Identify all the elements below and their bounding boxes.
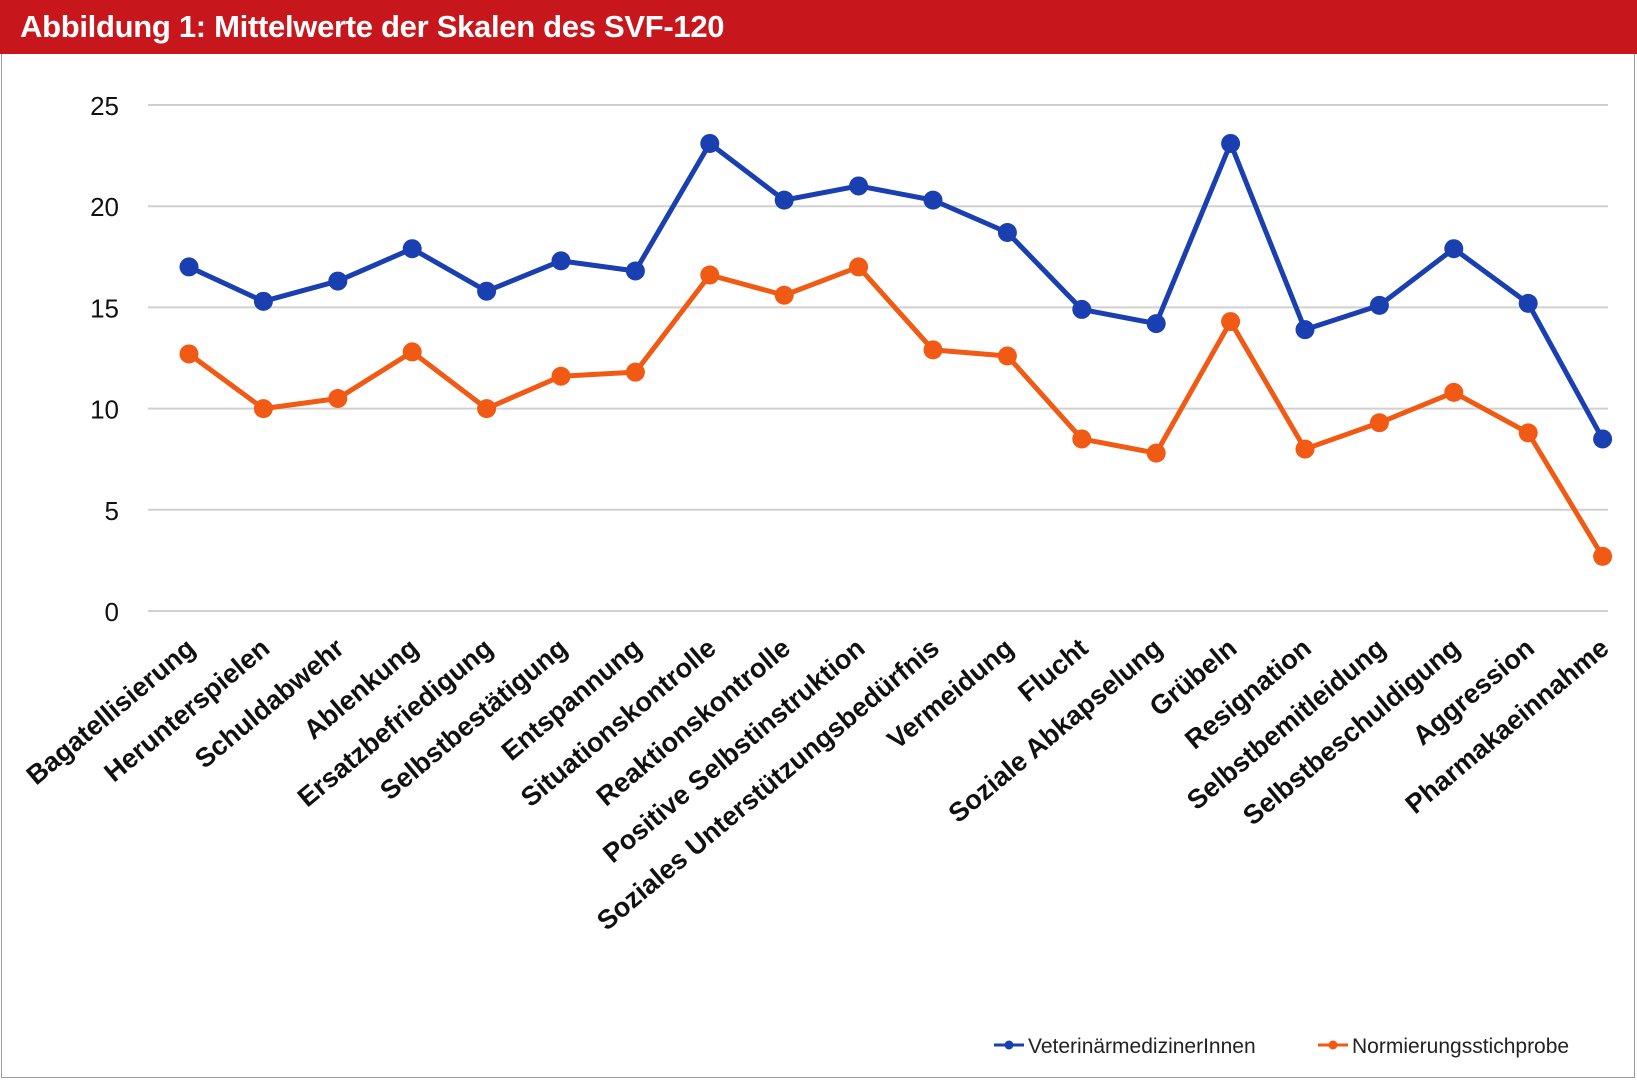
data-point bbox=[1072, 299, 1092, 319]
data-point bbox=[1369, 413, 1389, 433]
data-point bbox=[1295, 320, 1315, 340]
data-point bbox=[1369, 295, 1389, 315]
data-point bbox=[625, 261, 645, 281]
data-point bbox=[1221, 312, 1241, 332]
data-point bbox=[1593, 429, 1613, 449]
data-point bbox=[849, 176, 869, 196]
data-point bbox=[179, 257, 199, 277]
data-point bbox=[700, 133, 720, 153]
y-tick-label: 5 bbox=[105, 496, 119, 526]
y-tick-label: 25 bbox=[90, 91, 119, 121]
data-point bbox=[774, 285, 794, 305]
data-point bbox=[1518, 293, 1538, 313]
data-point bbox=[997, 346, 1017, 366]
data-point bbox=[1444, 382, 1464, 402]
data-point bbox=[997, 223, 1017, 243]
data-point bbox=[1593, 546, 1613, 566]
data-point bbox=[328, 271, 348, 291]
title-bar: Abbildung 1: Mittelwerte der Skalen des … bbox=[0, 0, 1637, 54]
series-lines bbox=[186, 140, 1606, 559]
data-point bbox=[774, 190, 794, 210]
y-tick-label: 20 bbox=[90, 192, 119, 222]
series-line-2 bbox=[186, 264, 1606, 559]
data-point bbox=[477, 399, 497, 419]
gridlines bbox=[148, 104, 1608, 612]
legend-label: VeterinärmedizinerInnen bbox=[1028, 1035, 1256, 1058]
chart-title: Abbildung 1: Mittelwerte der Skalen des … bbox=[20, 9, 725, 44]
data-point bbox=[328, 388, 348, 408]
data-point bbox=[1444, 239, 1464, 259]
data-point bbox=[402, 342, 422, 362]
legend-label: Normierungsstichprobe bbox=[1352, 1035, 1569, 1058]
series-line-1 bbox=[186, 140, 1606, 442]
legend-swatch-marker bbox=[1328, 1040, 1338, 1050]
y-axis-ticks: 0 5 10 15 20 25 bbox=[90, 91, 119, 627]
data-point bbox=[1146, 443, 1166, 463]
y-tick-label: 15 bbox=[90, 293, 119, 323]
data-point bbox=[253, 399, 273, 419]
data-point bbox=[1221, 133, 1241, 153]
data-point bbox=[402, 239, 422, 259]
legend-swatch-marker bbox=[1004, 1040, 1014, 1050]
data-point bbox=[1295, 439, 1315, 459]
y-tick-label: 0 bbox=[105, 597, 119, 627]
data-point bbox=[1518, 423, 1538, 443]
data-point bbox=[477, 281, 497, 301]
data-point bbox=[551, 251, 571, 271]
legend: VeterinärmedizinerInnen Normierungsstichp… bbox=[994, 1035, 1569, 1058]
data-point bbox=[923, 190, 943, 210]
data-point bbox=[700, 265, 720, 285]
data-point bbox=[849, 257, 869, 277]
data-point bbox=[1146, 314, 1166, 334]
data-point bbox=[551, 366, 571, 386]
series-points bbox=[179, 133, 1613, 566]
chart-frame bbox=[1, 54, 1635, 1078]
data-point bbox=[625, 362, 645, 382]
y-tick-label: 10 bbox=[90, 395, 119, 425]
data-point bbox=[923, 340, 943, 360]
data-point bbox=[1072, 429, 1092, 449]
x-axis-categories: BagatellisierungHerunterspielenSchuldabw… bbox=[21, 632, 1615, 936]
data-point bbox=[179, 344, 199, 364]
data-point bbox=[253, 291, 273, 311]
